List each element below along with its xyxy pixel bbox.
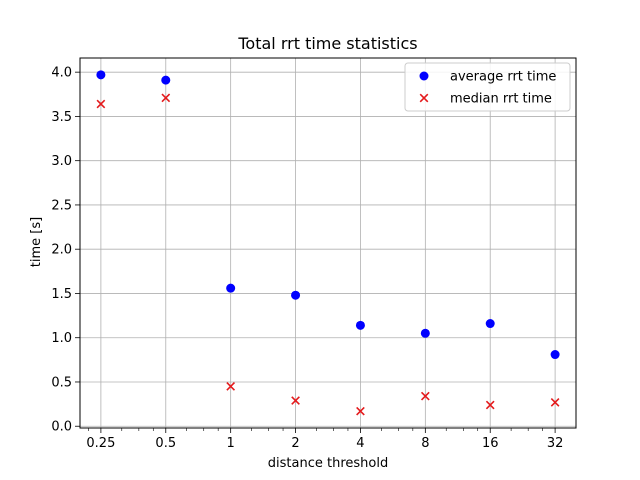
average-point [485,319,495,329]
axes [79,57,577,429]
average-point [291,290,301,300]
median-point [485,400,495,410]
median-point [161,93,171,103]
y-tick-label: 2.5 [51,198,72,213]
median-point [420,391,430,401]
y-tick-label: 0.5 [51,375,72,390]
average-point [355,320,365,330]
legend-label: average rrt time [450,70,556,85]
series-median-rrt-time [96,93,560,416]
x-tick-label: 32 [547,436,564,451]
y-tick-label: 1.0 [51,331,72,346]
legend-marker-median [419,93,429,103]
y-axis-label: time [s] [29,217,44,267]
grid-lines [80,58,576,428]
series-average-rrt-time [96,70,560,360]
chart-title: Total rrt time statistics [237,34,417,53]
median-point [226,382,236,391]
average-point [161,75,171,85]
x-tick-label: 0.5 [155,436,176,451]
median-point [356,406,365,416]
x-axis-label: distance threshold [268,456,388,471]
median-point [291,396,300,405]
y-tick-label: 1.5 [51,287,72,302]
y-tick-label: 3.5 [51,110,72,125]
x-tick-label: 2 [291,436,299,451]
median-point [96,99,106,109]
median-point [550,397,560,407]
x-tick-label: 4 [356,436,364,451]
x-tick-label: 0.25 [86,436,115,451]
average-point [420,328,430,338]
x-tick-label: 8 [421,436,429,451]
average-point [226,283,236,293]
average-point [96,70,106,80]
legend-label: median rrt time [450,92,552,107]
legend-marker-average [419,71,429,81]
legend: average rrt time median rrt time [404,62,571,112]
y-tick-label: 2.0 [51,243,72,258]
x-tick-label: 1 [227,436,235,451]
x-tick-label: 16 [482,436,499,451]
y-tick-label: 0.0 [51,420,72,435]
y-axis-ticks: 0.0 0.5 1.0 1.5 2.0 2.5 3.0 3.5 4.0 [51,66,80,435]
data-marks [96,70,560,416]
y-tick-label: 4.0 [51,66,72,81]
legend-box [404,62,571,112]
x-axis-ticks: 0.25 0.5 1 2 4 8 16 32 [86,428,563,451]
plot-frame [79,57,577,429]
average-point [550,350,560,360]
y-tick-label: 3.0 [51,154,72,169]
